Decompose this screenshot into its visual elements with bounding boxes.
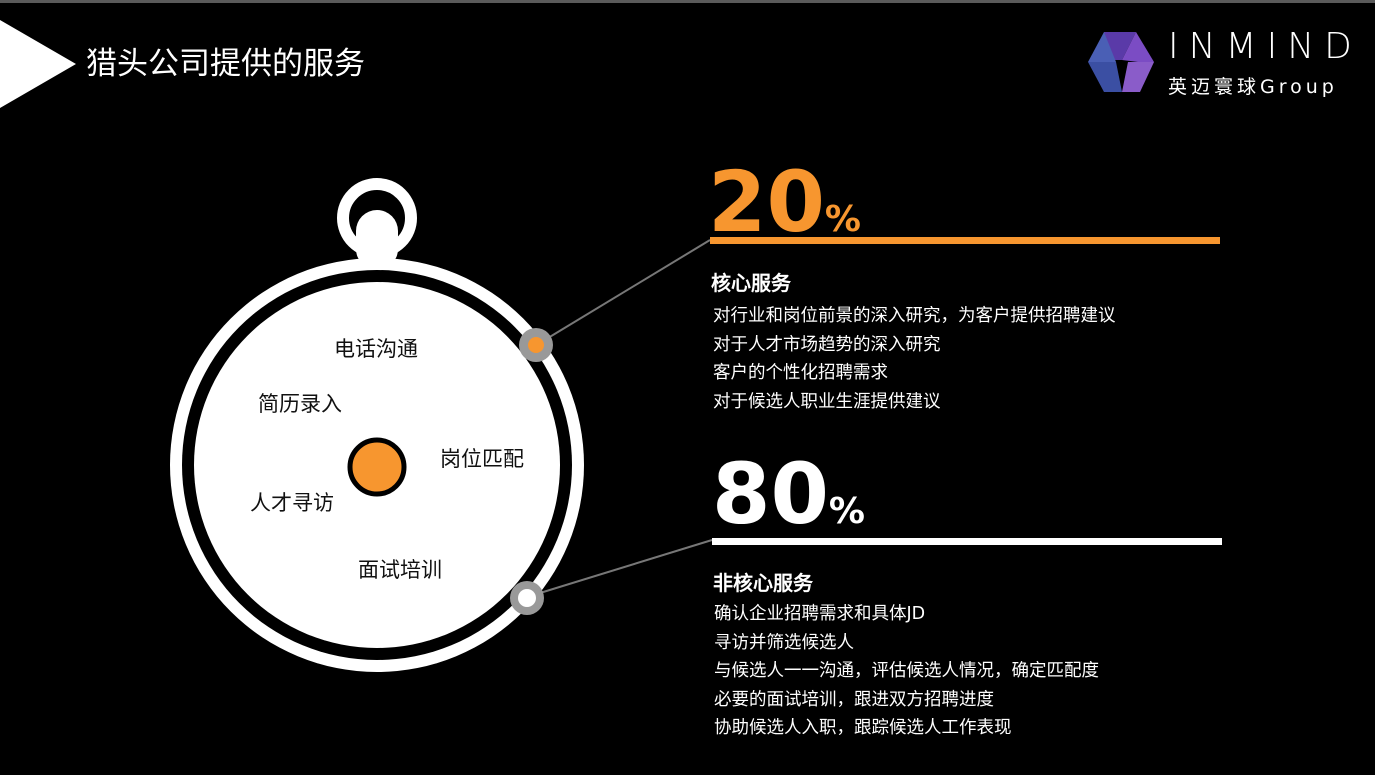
top-border xyxy=(0,0,1375,3)
core-heading: 核心服务 xyxy=(711,271,791,295)
noncore-list: 确认企业招聘需求和具体JD 寻访并筛选候选人 与候选人一一沟通，评估候选人情况，… xyxy=(714,600,1099,743)
connector-line-noncore xyxy=(539,539,713,594)
watch-label-matching: 岗位匹配 xyxy=(440,447,524,471)
watch-label-search: 人才寻访 xyxy=(250,491,334,515)
core-percent: 20% xyxy=(708,153,861,251)
noncore-heading: 非核心服务 xyxy=(713,571,813,595)
watch-label-interview: 面试培训 xyxy=(358,558,442,582)
list-item: 与候选人一一沟通，评估候选人情况，确定匹配度 xyxy=(714,661,1099,682)
core-bar xyxy=(710,237,1220,244)
title-triangle-icon xyxy=(0,20,76,108)
list-item: 确认企业招聘需求和具体JD xyxy=(714,604,926,624)
list-item: 协助候选人入职，跟踪候选人工作表现 xyxy=(714,718,1012,739)
watch-label-phone: 电话沟通 xyxy=(334,337,418,361)
logo-name: INMIND xyxy=(1168,26,1362,67)
logo-subtitle: 英迈寰球Group xyxy=(1168,76,1338,98)
list-item: 对于人才市场趋势的深入研究 xyxy=(713,334,941,355)
page-title: 猎头公司提供的服务 xyxy=(86,46,365,82)
list-item: 对行业和岗位前景的深入研究，为客户提供招聘建议 xyxy=(713,306,1116,326)
noncore-bar xyxy=(712,538,1222,545)
inmind-logo-icon xyxy=(1088,32,1154,92)
list-item: 对于候选人职业生涯提供建议 xyxy=(713,391,941,412)
watch-label-resume: 简历录入 xyxy=(258,392,342,416)
noncore-percent: 80% xyxy=(712,445,865,543)
connector-line-core xyxy=(547,239,711,339)
list-item: 必要的面试培训，跟进双方招聘进度 xyxy=(714,689,994,710)
list-item: 客户的个性化招聘需求 xyxy=(713,363,888,384)
center-dot xyxy=(347,437,407,497)
list-item: 寻访并筛选候选人 xyxy=(714,632,854,653)
core-list: 对行业和岗位前景的深入研究，为客户提供招聘建议 对于人才市场趋势的深入研究 客户… xyxy=(713,302,1116,416)
stopwatch-stem xyxy=(356,210,398,270)
